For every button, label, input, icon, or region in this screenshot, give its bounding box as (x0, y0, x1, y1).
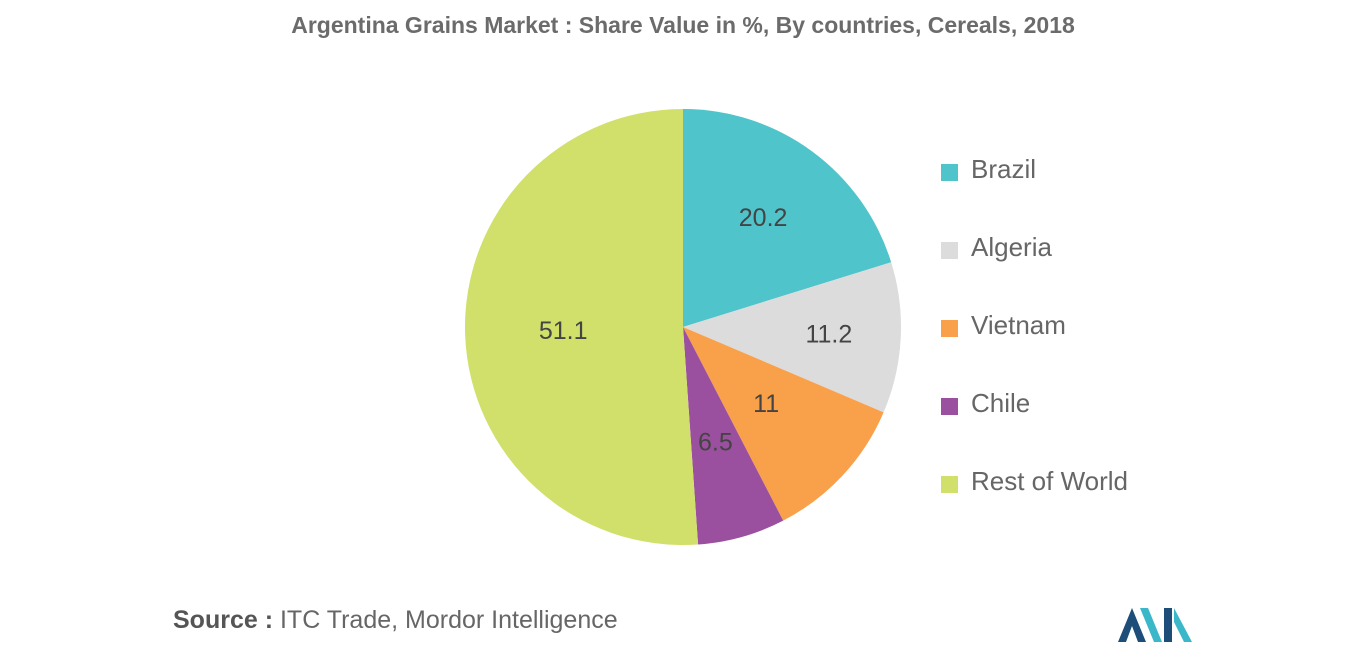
legend-swatch-vietnam (941, 320, 958, 337)
legend-label-chile: Chile (971, 388, 1031, 418)
legend-swatch-rest-of-world (941, 476, 958, 493)
legend-label-vietnam: Vietnam (971, 310, 1066, 340)
pie-slice-vietnam[interactable] (683, 327, 884, 521)
slice-label-chile: 6.5 (698, 428, 733, 456)
legend-swatch-brazil (941, 164, 958, 181)
slice-label-brazil: 20.2 (739, 204, 788, 232)
slice-label-algeria: 11.2 (805, 320, 852, 348)
source-prefix: Source : (173, 606, 274, 634)
legend-label-brazil: Brazil (971, 154, 1037, 184)
legend-swatch-algeria (941, 242, 958, 259)
source-text: ITC Trade, Mordor Intelligence (273, 606, 618, 634)
pie-slice-rest-of-world[interactable] (464, 109, 699, 545)
legend-label-algeria: Algeria (971, 232, 1052, 262)
chart-title: Argentina Grains Market : Share Value in… (291, 12, 1075, 38)
source-note: Source : ITC Trade, Mordor Intelligence (173, 606, 618, 635)
slice-label-rest-of-world: 51.1 (539, 317, 588, 345)
mordor-intelligence-logo-icon (1118, 608, 1192, 642)
legend-label-rest-of-world: Rest of World (971, 466, 1129, 496)
pie-slice-brazil[interactable] (683, 109, 892, 327)
legend-swatch-chile (941, 398, 958, 415)
pie-slice-algeria[interactable] (683, 262, 901, 413)
slice-label-vietnam: 11 (753, 390, 779, 418)
pie-slice-chile[interactable] (683, 327, 784, 545)
